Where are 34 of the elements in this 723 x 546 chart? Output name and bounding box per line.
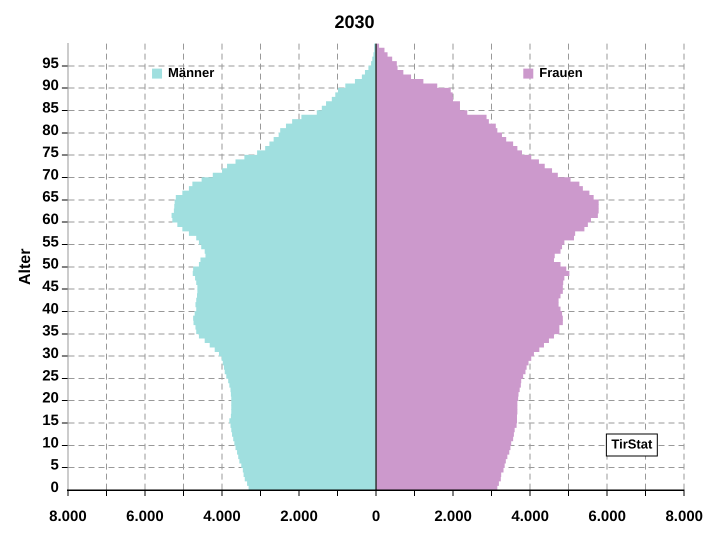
y-tick-label: 10 (42, 434, 59, 452)
y-tick-label: 40 (42, 300, 59, 318)
y-tick-label: 25 (42, 367, 59, 384)
x-tick-label: 6.000 (126, 508, 164, 526)
y-tick-label: 20 (42, 390, 59, 407)
y-tick-label: 15 (42, 412, 59, 429)
x-tick-label: 8.000 (665, 508, 704, 526)
x-tick-label: 8.000 (49, 508, 87, 526)
y-tick-label: 35 (42, 322, 59, 340)
legend-label: Männer (168, 65, 214, 80)
y-tick-label: 65 (42, 188, 59, 206)
y-tick-label: 75 (42, 144, 59, 162)
y-tick-label: 0 (50, 478, 59, 496)
y-tick-label: 55 (42, 233, 59, 250)
legend-label: Frauen (539, 65, 583, 80)
y-tick-label: 70 (42, 166, 59, 184)
x-tick-label: 0 (372, 508, 380, 526)
x-tick-label: 2.000 (434, 508, 472, 526)
y-tick-label: 90 (42, 77, 59, 94)
x-tick-label: 4.000 (203, 508, 241, 526)
y-axis-title: Alter (17, 248, 34, 286)
annotation: TirStat (611, 436, 653, 452)
y-tick-label: 95 (42, 54, 59, 72)
y-tick-label: 60 (42, 211, 59, 228)
x-tick-label: 4.000 (511, 508, 549, 526)
y-tick-label: 50 (42, 256, 59, 273)
y-tick-label: 30 (42, 344, 59, 362)
chart-title: 2030 (334, 12, 375, 32)
x-tick-label: 2.000 (280, 508, 318, 526)
y-tick-label: 5 (50, 456, 59, 474)
x-tick-label: 6.000 (588, 508, 626, 526)
y-tick-label: 85 (42, 99, 59, 116)
y-tick-label: 80 (42, 122, 59, 139)
y-tick-label: 45 (42, 278, 59, 296)
